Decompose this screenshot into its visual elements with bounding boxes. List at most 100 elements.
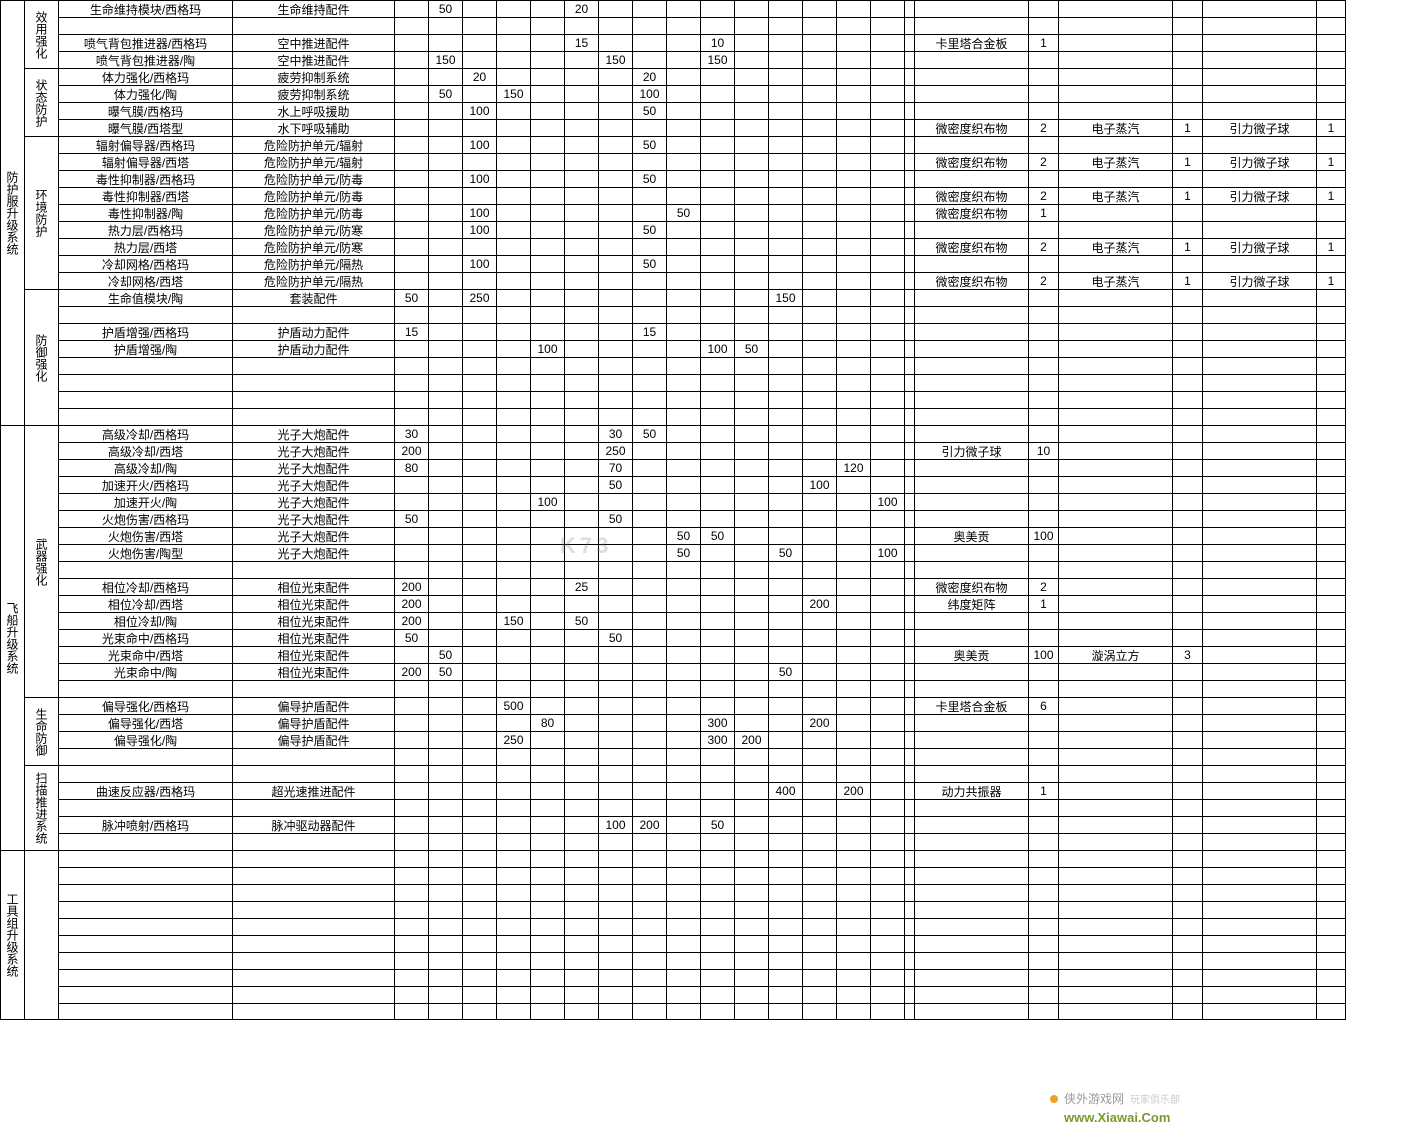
num-col-11 xyxy=(734,782,768,799)
material-name-3 xyxy=(1202,102,1316,119)
num-col-4 xyxy=(496,952,530,969)
num-col-7 xyxy=(598,714,632,731)
material-name-3 xyxy=(1202,629,1316,646)
num-col-12 xyxy=(768,170,802,187)
num-col-14: 200 xyxy=(836,782,870,799)
material-name-1 xyxy=(914,68,1028,85)
material-qty-3: 1 xyxy=(1316,119,1346,136)
material-name-2 xyxy=(1058,34,1172,51)
item-type xyxy=(232,561,394,578)
gap xyxy=(904,935,914,952)
num-col-1 xyxy=(394,527,428,544)
num-col-7 xyxy=(598,935,632,952)
num-col-5 xyxy=(530,884,564,901)
num-col-6 xyxy=(564,697,598,714)
num-col-15 xyxy=(870,153,904,170)
material-qty-2 xyxy=(1172,34,1202,51)
num-col-8 xyxy=(632,952,666,969)
num-col-12 xyxy=(768,153,802,170)
num-col-10 xyxy=(700,221,734,238)
num-col-13 xyxy=(802,323,836,340)
gap xyxy=(904,799,914,816)
num-col-15 xyxy=(870,425,904,442)
item-name: 光束命中/西格玛 xyxy=(58,629,232,646)
system-label: 飞船升级系统 xyxy=(0,425,24,850)
num-col-3 xyxy=(462,867,496,884)
num-col-9 xyxy=(666,357,700,374)
num-col-8 xyxy=(632,289,666,306)
item-type: 光子大炮配件 xyxy=(232,510,394,527)
num-col-11 xyxy=(734,68,768,85)
num-col-13 xyxy=(802,986,836,1003)
material-qty-1 xyxy=(1028,170,1058,187)
num-col-1: 80 xyxy=(394,459,428,476)
num-col-2 xyxy=(428,680,462,697)
item-type: 相位光束配件 xyxy=(232,612,394,629)
num-col-14 xyxy=(836,17,870,34)
num-col-5 xyxy=(530,391,564,408)
item-name: 体力强化/西格玛 xyxy=(58,68,232,85)
gap xyxy=(904,986,914,1003)
num-col-13 xyxy=(802,17,836,34)
material-qty-3 xyxy=(1316,476,1346,493)
num-col-10: 150 xyxy=(700,51,734,68)
material-qty-3 xyxy=(1316,255,1346,272)
material-qty-3 xyxy=(1316,544,1346,561)
material-name-3 xyxy=(1202,1003,1316,1020)
material-qty-3 xyxy=(1316,748,1346,765)
material-qty-3 xyxy=(1316,901,1346,918)
num-col-4 xyxy=(496,102,530,119)
material-name-3 xyxy=(1202,986,1316,1003)
material-qty-2 xyxy=(1172,391,1202,408)
num-col-15 xyxy=(870,34,904,51)
item-name xyxy=(58,884,232,901)
num-col-11 xyxy=(734,629,768,646)
gap xyxy=(904,391,914,408)
num-col-6 xyxy=(564,850,598,867)
material-qty-3: 1 xyxy=(1316,187,1346,204)
num-col-10 xyxy=(700,1003,734,1020)
num-col-6 xyxy=(564,323,598,340)
num-col-13 xyxy=(802,425,836,442)
material-name-2: 电子蒸汽 xyxy=(1058,153,1172,170)
num-col-11 xyxy=(734,187,768,204)
num-col-2 xyxy=(428,578,462,595)
num-col-15 xyxy=(870,51,904,68)
num-col-13 xyxy=(802,34,836,51)
num-col-15 xyxy=(870,340,904,357)
num-col-15 xyxy=(870,918,904,935)
material-qty-3 xyxy=(1316,765,1346,782)
num-col-7 xyxy=(598,646,632,663)
num-col-2 xyxy=(428,136,462,153)
num-col-9 xyxy=(666,187,700,204)
num-col-15 xyxy=(870,952,904,969)
footer-url: www.Xiawai.Com xyxy=(1064,1110,1170,1125)
material-name-2 xyxy=(1058,850,1172,867)
material-qty-2 xyxy=(1172,408,1202,425)
num-col-6 xyxy=(564,391,598,408)
gap xyxy=(904,34,914,51)
num-col-6 xyxy=(564,119,598,136)
num-col-11 xyxy=(734,119,768,136)
item-type: 光子大炮配件 xyxy=(232,527,394,544)
gap xyxy=(904,901,914,918)
num-col-9 xyxy=(666,816,700,833)
num-col-10 xyxy=(700,663,734,680)
num-col-13 xyxy=(802,153,836,170)
num-col-4 xyxy=(496,986,530,1003)
num-col-5 xyxy=(530,918,564,935)
num-col-4 xyxy=(496,765,530,782)
gap xyxy=(904,476,914,493)
item-name: 偏导强化/西格玛 xyxy=(58,697,232,714)
material-qty-2 xyxy=(1172,748,1202,765)
num-col-7 xyxy=(598,153,632,170)
num-col-8 xyxy=(632,374,666,391)
num-col-13: 200 xyxy=(802,595,836,612)
num-col-11 xyxy=(734,816,768,833)
num-col-8 xyxy=(632,357,666,374)
num-col-11: 50 xyxy=(734,340,768,357)
num-col-5 xyxy=(530,1003,564,1020)
num-col-6 xyxy=(564,663,598,680)
material-name-3 xyxy=(1202,408,1316,425)
num-col-6 xyxy=(564,1003,598,1020)
